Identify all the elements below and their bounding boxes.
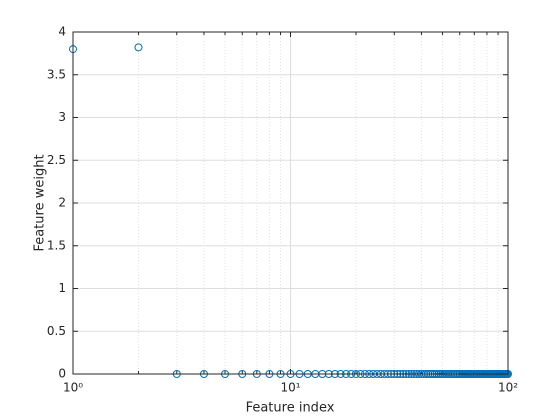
- axes-box: [72, 31, 509, 375]
- y-tick-label: 1: [58, 281, 66, 295]
- y-axis-label: Feature weight: [33, 154, 48, 251]
- point: [134, 43, 143, 52]
- y-tick-label: 3: [58, 110, 66, 124]
- y-tick-label: 0: [58, 367, 66, 381]
- y-tick-label: 2: [58, 196, 66, 210]
- x-tick-label: 10¹: [280, 381, 300, 395]
- y-tick-label: 3.5: [47, 67, 66, 81]
- y-tick-label: 4: [58, 25, 66, 39]
- x-tick-label: 10²: [498, 381, 518, 395]
- y-tick-label: 0.5: [47, 324, 66, 338]
- x-tick-label: 10⁰: [63, 381, 83, 395]
- x-axis-label: Feature index: [246, 401, 335, 416]
- y-tick-label: 1.5: [47, 238, 66, 252]
- y-tick-label: 2.5: [47, 153, 66, 167]
